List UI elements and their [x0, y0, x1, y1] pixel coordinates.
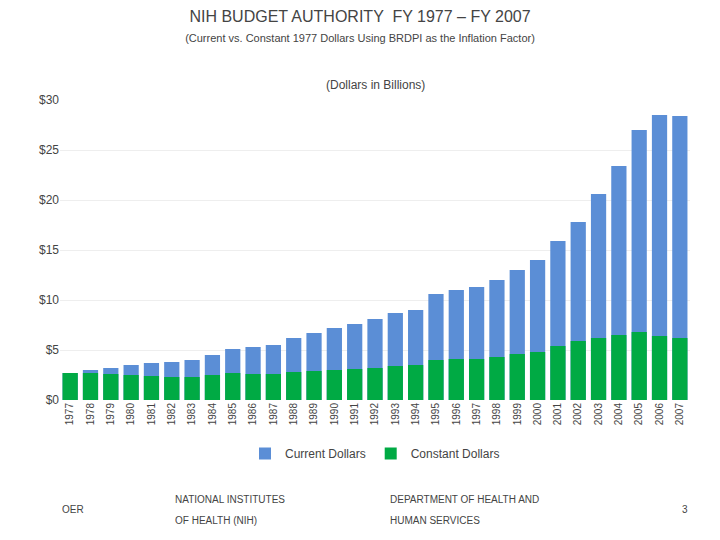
svg-text:1981: 1981	[146, 403, 157, 426]
svg-text:$0: $0	[46, 393, 60, 407]
svg-text:OF HEALTH (NIH): OF HEALTH (NIH)	[175, 515, 257, 526]
svg-text:2007: 2007	[674, 403, 685, 426]
svg-text:1992: 1992	[369, 403, 380, 426]
svg-text:HUMAN SERVICES: HUMAN SERVICES	[390, 515, 480, 526]
svg-text:1983: 1983	[186, 403, 197, 426]
svg-text:1980: 1980	[125, 403, 136, 426]
svg-text:1997: 1997	[471, 403, 482, 426]
svg-text:DEPARTMENT OF HEALTH AND: DEPARTMENT OF HEALTH AND	[390, 494, 539, 505]
svg-text:(Dollars in Billions): (Dollars in Billions)	[326, 78, 425, 92]
svg-text:1999: 1999	[512, 403, 523, 426]
svg-text:1993: 1993	[390, 403, 401, 426]
svg-text:2001: 2001	[552, 403, 563, 426]
svg-text:1979: 1979	[105, 403, 116, 426]
svg-text:1990: 1990	[329, 403, 340, 426]
svg-text:1994: 1994	[410, 403, 421, 426]
svg-text:NIH BUDGET AUTHORITY FY 1977: NIH BUDGET AUTHORITY FY 1977 – FY 2007(C…	[185, 8, 535, 45]
svg-text:1989: 1989	[308, 403, 319, 426]
svg-text:1987: 1987	[268, 403, 279, 426]
svg-text:3: 3	[682, 504, 688, 515]
svg-text:NATIONAL INSTITUTES: NATIONAL INSTITUTES	[175, 494, 285, 505]
svg-text:OER: OER	[62, 504, 84, 515]
svg-text:$20: $20	[39, 193, 59, 207]
svg-text:1977: 1977	[64, 403, 75, 426]
svg-text:Current Dollars: Current Dollars	[285, 447, 366, 461]
svg-text:1996: 1996	[451, 403, 462, 426]
svg-text:1988: 1988	[288, 403, 299, 426]
svg-text:2002: 2002	[572, 403, 583, 426]
svg-text:$5: $5	[46, 343, 60, 357]
svg-text:1982: 1982	[166, 403, 177, 426]
svg-text:1986: 1986	[247, 403, 258, 426]
svg-text:1995: 1995	[430, 403, 441, 426]
svg-text:2000: 2000	[532, 403, 543, 426]
svg-text:1978: 1978	[85, 403, 96, 426]
svg-text:Constant Dollars: Constant Dollars	[411, 447, 500, 461]
svg-text:2004: 2004	[613, 403, 624, 426]
svg-text:$10: $10	[39, 293, 59, 307]
svg-text:$25: $25	[39, 143, 59, 157]
svg-text:2005: 2005	[633, 403, 644, 426]
svg-text:2003: 2003	[593, 403, 604, 426]
svg-text:1991: 1991	[349, 403, 360, 426]
svg-text:1985: 1985	[227, 403, 238, 426]
svg-text:1998: 1998	[491, 403, 502, 426]
svg-text:2006: 2006	[654, 403, 665, 426]
svg-text:1984: 1984	[207, 403, 218, 426]
svg-text:$30: $30	[39, 93, 59, 107]
svg-text:$15: $15	[39, 243, 59, 257]
